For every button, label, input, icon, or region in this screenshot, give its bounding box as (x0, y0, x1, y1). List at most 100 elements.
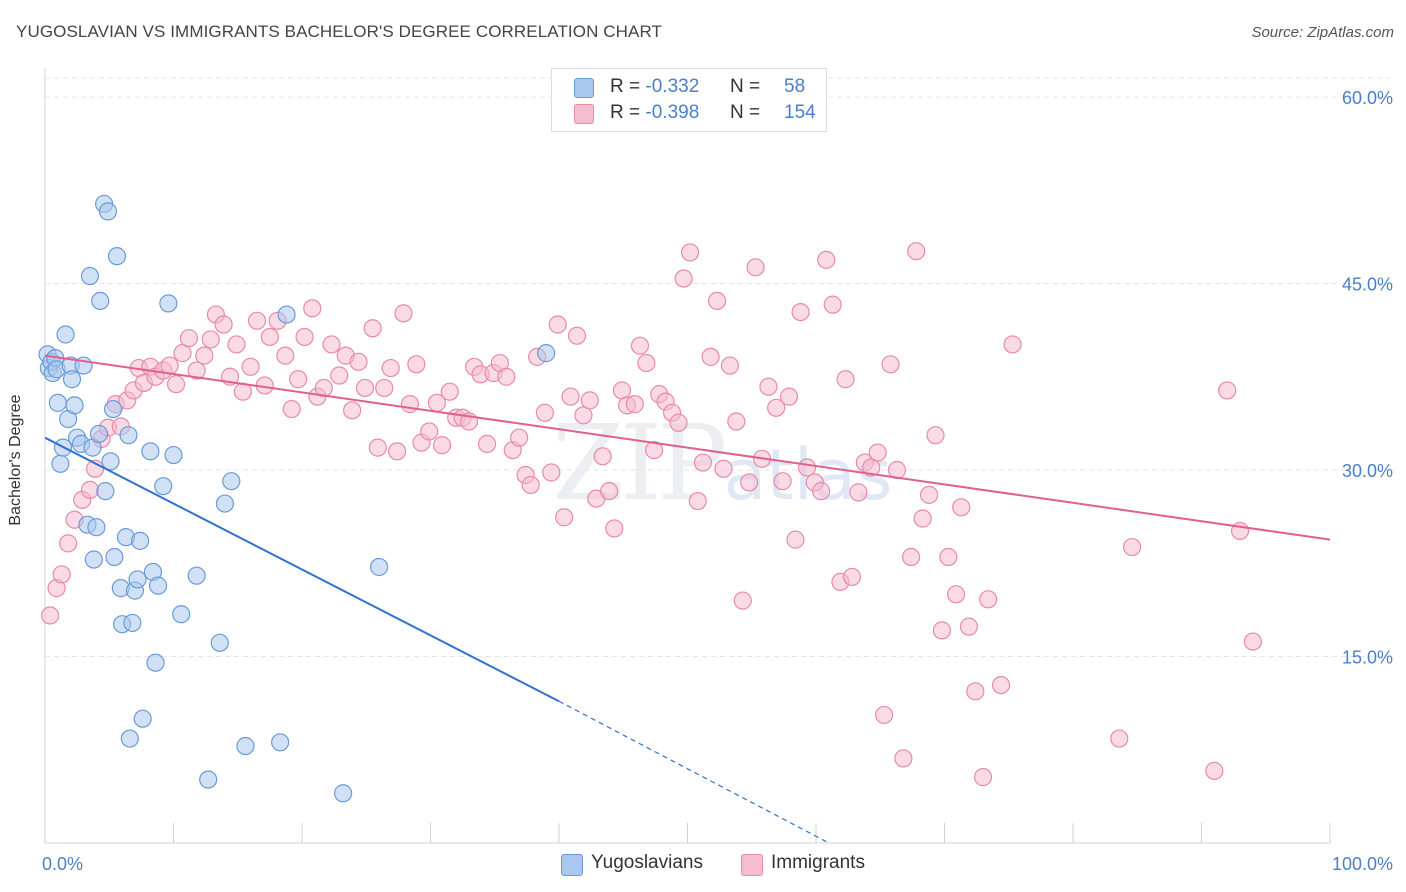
immigrant-point (497, 367, 516, 386)
immigrant-point (746, 258, 765, 277)
correlation-legend: R = -0.332 N = 58 R = -0.398 N = 154 (551, 68, 827, 132)
immigrant-point (779, 387, 799, 406)
immigrant-point (400, 395, 420, 414)
immigrant-point (881, 355, 900, 374)
legend-swatch-yugoslavians (574, 78, 594, 98)
yugoslavian-point (91, 291, 110, 311)
immigrant-point (991, 675, 1011, 695)
legend-r-value: -0.332 (645, 76, 700, 97)
immigrant-point (555, 508, 574, 527)
immigrant-point (907, 242, 926, 261)
yugoslavian-point (80, 266, 100, 286)
immigrant-point (823, 295, 842, 314)
yugoslavian-point (56, 325, 75, 344)
immigrant-point (791, 302, 810, 322)
yugoslavian-point (51, 454, 70, 473)
yugoslavian-point (154, 477, 173, 496)
immigrant-point (330, 366, 349, 385)
yugoslavian-point (334, 784, 353, 803)
legend-swatch-yugoslavians (561, 854, 583, 876)
y-tick-label: 45.0% (1342, 275, 1393, 295)
yugoslavian-point (172, 605, 191, 624)
yugoslavian-point (128, 570, 147, 589)
immigrant-point (1243, 632, 1263, 651)
immigrant-point (701, 347, 720, 366)
immigrant-point (959, 617, 979, 636)
immigrant-point (680, 243, 700, 262)
yugoslavian-point (119, 426, 138, 445)
immigrant-point (644, 441, 664, 460)
yugoslavian-point (199, 770, 218, 789)
yugoslavian-point (105, 547, 124, 567)
y-tick-label: 30.0% (1342, 461, 1393, 481)
yugoslavian-point (98, 202, 118, 221)
legend-label-yugoslavians: Yugoslavians (591, 852, 703, 873)
immigrant-point (247, 311, 267, 330)
immigrant-point (477, 434, 497, 453)
immigrant-point (625, 395, 644, 414)
immigrant-point (295, 327, 314, 347)
legend-r-value: -0.398 (645, 102, 700, 123)
immigrant-point (674, 269, 693, 288)
yugoslavian-point (277, 305, 296, 324)
immigrant-point (727, 412, 746, 431)
immigrant-point (195, 346, 214, 365)
immigrant-point (932, 621, 952, 640)
immigrant-point (521, 475, 540, 495)
yugoslavian-point (65, 396, 84, 415)
yugoslavian-point (62, 370, 82, 389)
immigrant-point (946, 585, 966, 604)
immigrant-point (952, 498, 971, 517)
immigrant-point (979, 590, 998, 609)
immigrant-point (561, 387, 580, 406)
immigrant-point (973, 768, 993, 787)
immigrant-point (786, 530, 805, 549)
yugoslavian-point (123, 613, 142, 633)
immigrant-point (580, 391, 599, 410)
legend-swatch-immigrants (741, 854, 763, 876)
yugoslavian-point (84, 550, 103, 569)
immigrant-point (740, 473, 759, 492)
immigrant-point (817, 250, 836, 269)
immigrant-point (166, 375, 186, 394)
yugoslavian-point (101, 452, 120, 471)
immigrant-point (966, 682, 985, 701)
immigrant-point (720, 356, 740, 375)
points-layer (38, 194, 1263, 803)
yugoslavian-point (370, 557, 389, 577)
immigrant-point (868, 443, 887, 462)
immigrant-point (1205, 761, 1224, 780)
yugoslavian-point (133, 709, 152, 728)
y-axis-label: Bachelor's Degree (7, 394, 24, 526)
immigrant-point (41, 606, 60, 625)
yugoslavian-point (537, 344, 556, 363)
immigrant-point (707, 291, 727, 311)
immigrant-point (542, 463, 561, 482)
immigrant-point (241, 357, 260, 376)
legend-r-label: R = -0.332 (610, 76, 700, 97)
immigrant-point (849, 483, 868, 502)
legend-label-immigrants: Immigrants (771, 852, 865, 873)
y-tick-label: 15.0% (1342, 648, 1393, 668)
yugoslavian-point (48, 393, 67, 412)
immigrant-point (600, 482, 619, 501)
yugoslavian-point (187, 566, 206, 585)
immigrant-point (875, 705, 894, 725)
yugoslavian-point (96, 482, 115, 501)
immigrant-point (375, 378, 394, 398)
immigrant-point (548, 315, 567, 334)
yugoslavian-point (89, 424, 109, 444)
immigrant-point (420, 422, 439, 441)
yugoslavian-point (87, 518, 106, 537)
yugoslavian-point (215, 494, 234, 513)
immigrant-point (773, 472, 792, 491)
immigrant-point (363, 319, 382, 338)
immigrant-point (567, 326, 587, 345)
immigrant-point (394, 304, 413, 323)
immigrant-trend-line (44, 354, 1331, 541)
y-tick-label: 60.0% (1342, 88, 1393, 108)
immigrant-point (767, 398, 786, 417)
immigrant-point (59, 534, 78, 553)
immigrant-point (913, 509, 932, 528)
immigrant-point (605, 519, 624, 538)
